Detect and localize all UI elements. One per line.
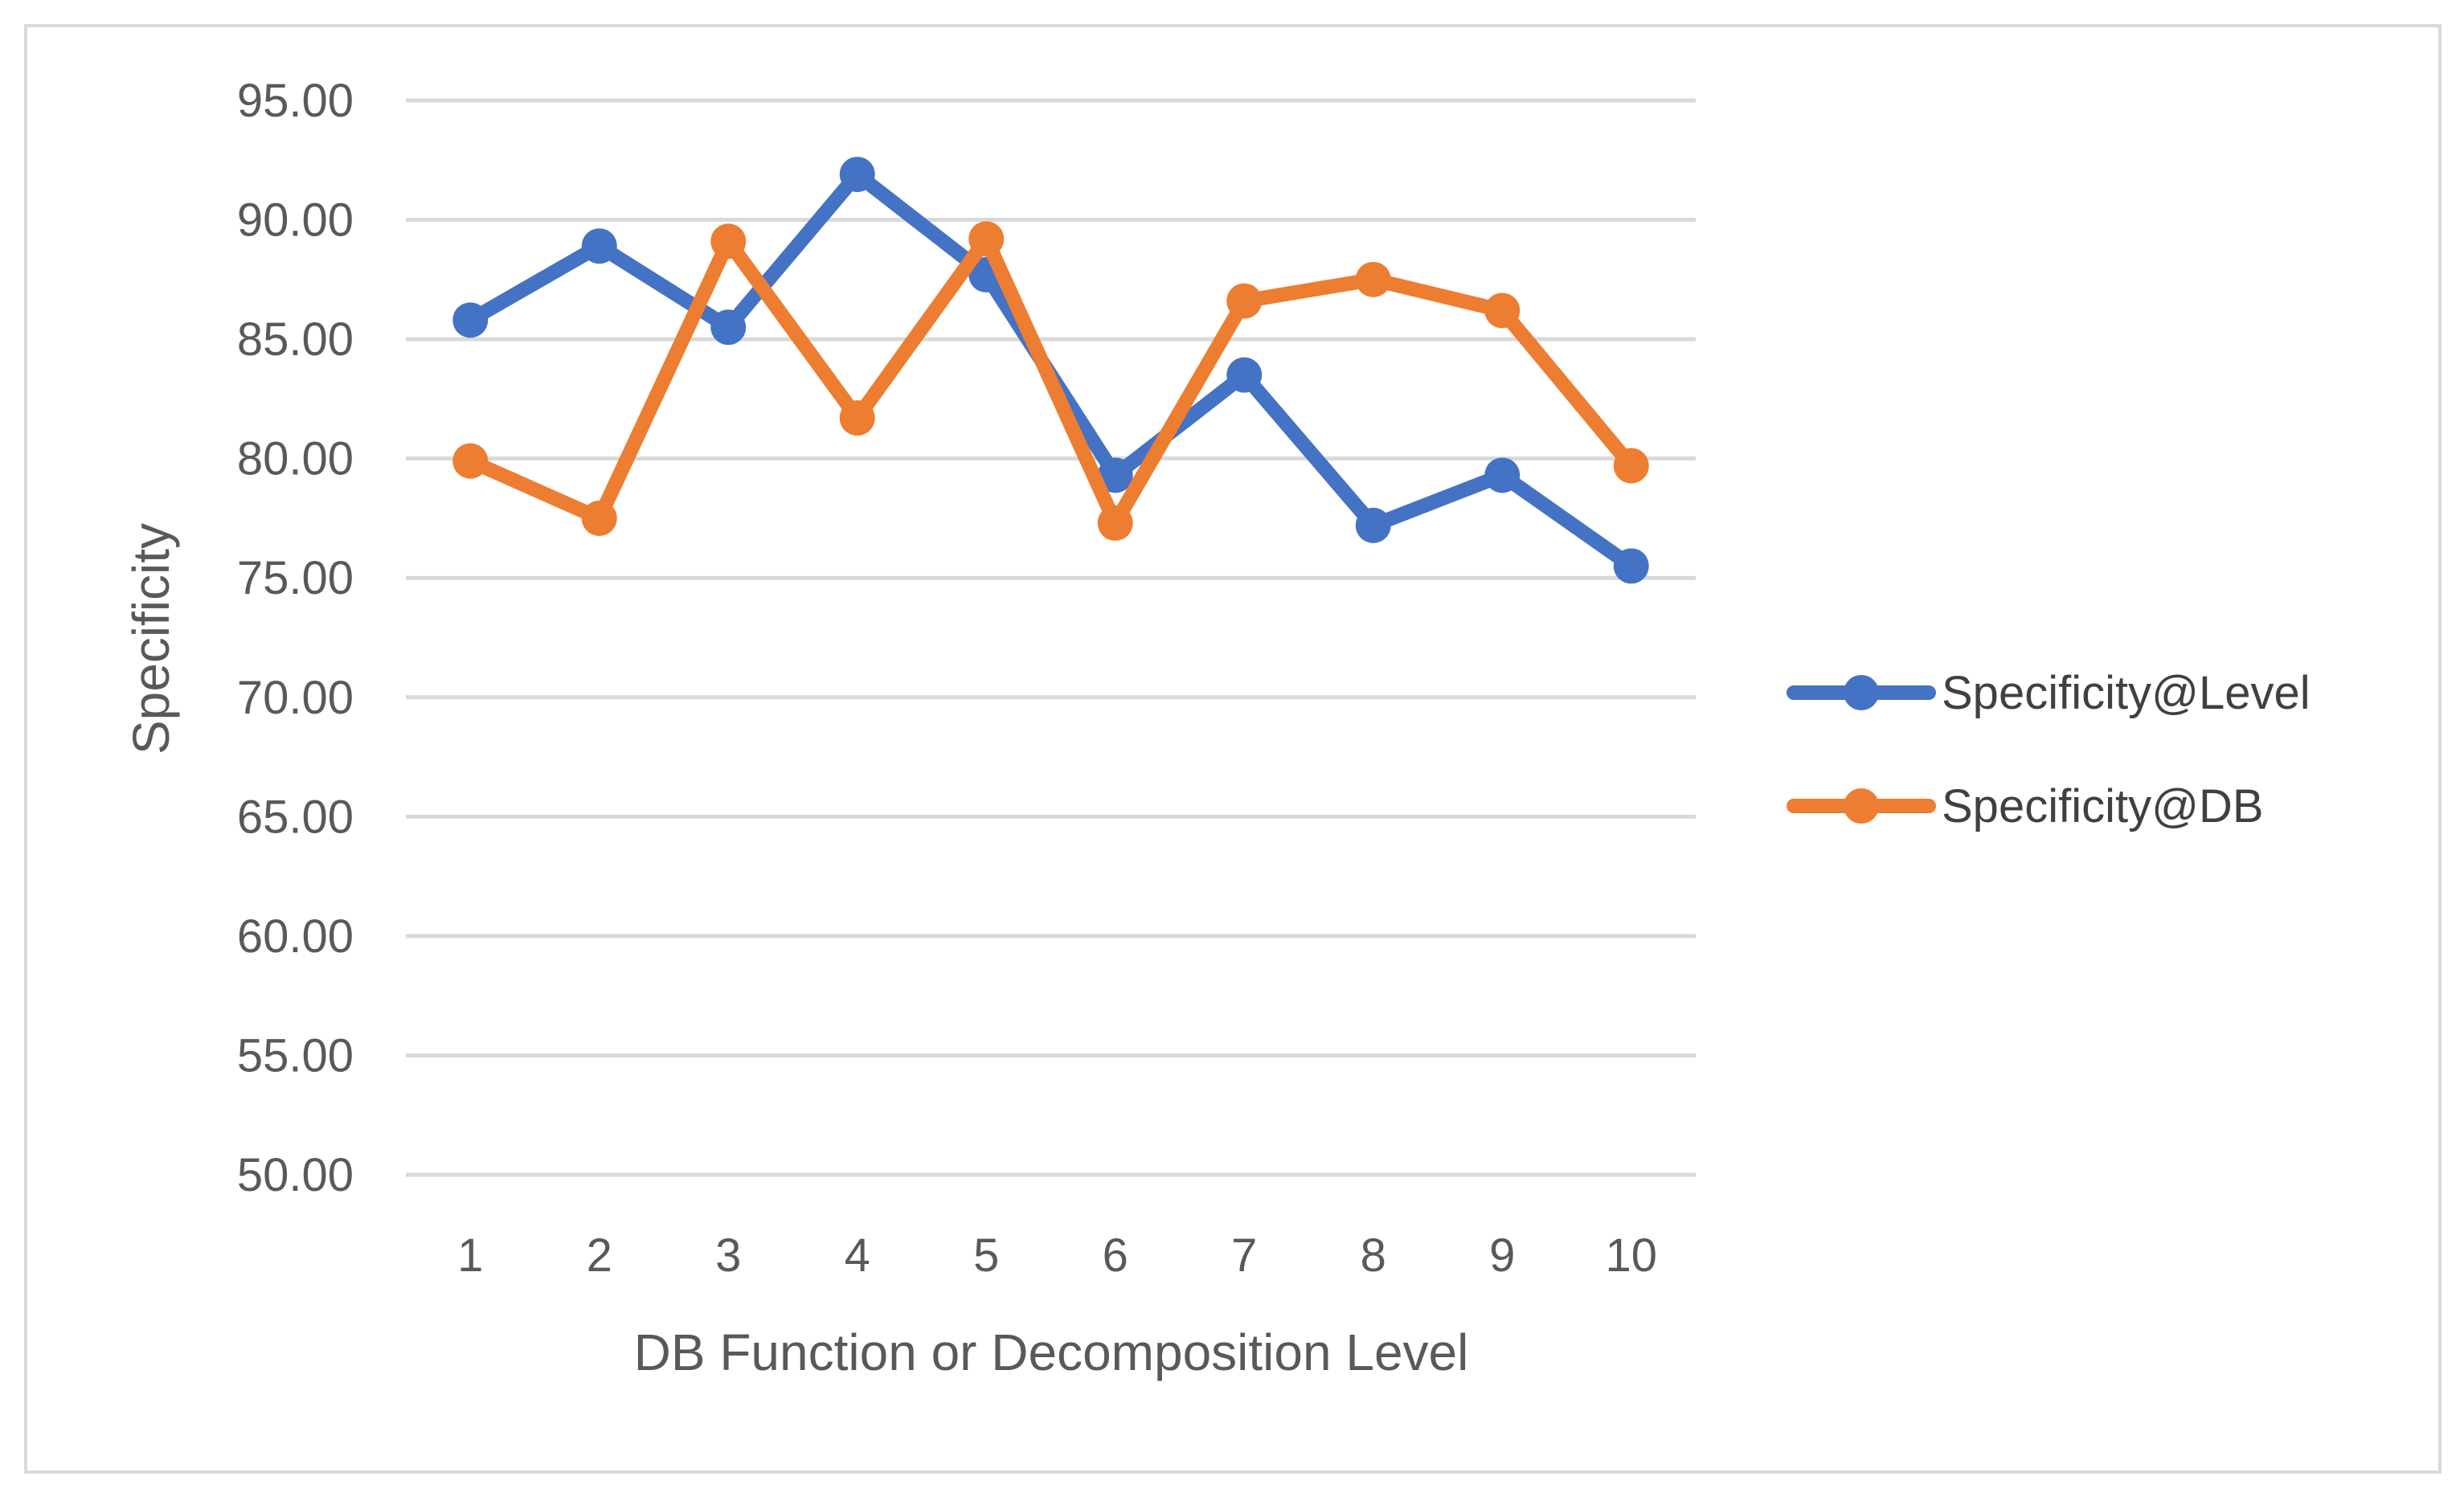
data-point — [452, 302, 489, 338]
legend-swatch-marker — [1844, 675, 1879, 710]
data-point — [839, 400, 875, 436]
x-tick-label: 2 — [587, 1229, 612, 1282]
y-tick-label: 90.00 — [237, 194, 354, 247]
x-tick-label: 4 — [845, 1229, 870, 1282]
legend-label: Specificity@DB — [1942, 780, 2264, 832]
y-tick-label: 80.00 — [237, 433, 354, 485]
data-point — [710, 223, 747, 260]
series-lines — [452, 157, 1649, 584]
data-point — [1226, 357, 1263, 393]
x-tick-label: 5 — [973, 1229, 999, 1282]
legend-label: Specificity@Level — [1942, 667, 2311, 719]
data-point — [1355, 261, 1391, 297]
data-point — [1226, 283, 1263, 319]
y-axis-ticks: 50.00 55.00 60.00 65.00 70.00 75.00 80.00 85.00… — [237, 75, 354, 1201]
data-point — [968, 221, 1005, 257]
x-tick-label: 7 — [1231, 1229, 1257, 1282]
x-tick-label: 9 — [1489, 1229, 1515, 1282]
legend: Specificity@Level Specificity@DB — [1787, 667, 2311, 832]
data-point — [1613, 448, 1649, 484]
series-specificity-db — [452, 221, 1649, 541]
data-point — [581, 500, 617, 536]
data-point — [1097, 457, 1133, 493]
y-tick-label: 70.00 — [237, 672, 354, 724]
data-point — [839, 157, 875, 193]
data-point — [710, 309, 747, 346]
y-tick-label: 75.00 — [237, 552, 354, 604]
y-tick-label: 60.00 — [237, 910, 354, 963]
data-point — [1484, 292, 1521, 329]
x-tick-label: 3 — [715, 1229, 741, 1282]
data-point — [1613, 548, 1649, 584]
data-point — [1355, 507, 1391, 543]
gridlines — [406, 98, 1696, 1177]
legend-entry: Specificity@DB — [1787, 780, 2264, 832]
data-point — [1097, 505, 1133, 541]
legend-swatch-marker — [1844, 788, 1879, 824]
chart-frame — [24, 24, 2441, 1474]
x-axis-ticks: 1 2 3 4 5 6 7 8 9 10 — [457, 1229, 1657, 1282]
series-line — [463, 231, 1639, 530]
y-axis-title: Specificity — [122, 523, 180, 755]
x-tick-label: 8 — [1361, 1229, 1386, 1282]
x-tick-label: 1 — [457, 1229, 483, 1282]
y-tick-label: 55.00 — [237, 1029, 354, 1082]
x-axis-title: DB Function or Decomposition Level — [634, 1323, 1469, 1381]
x-tick-label: 10 — [1605, 1229, 1657, 1282]
y-tick-label: 95.00 — [237, 75, 354, 127]
data-point — [452, 443, 489, 479]
x-tick-label: 6 — [1103, 1229, 1128, 1282]
data-point — [1484, 457, 1521, 493]
legend-entry: Specificity@Level — [1787, 667, 2311, 719]
y-tick-label: 50.00 — [237, 1149, 354, 1201]
y-tick-label: 85.00 — [237, 313, 354, 366]
y-tick-label: 65.00 — [237, 791, 354, 843]
data-point — [581, 228, 617, 264]
